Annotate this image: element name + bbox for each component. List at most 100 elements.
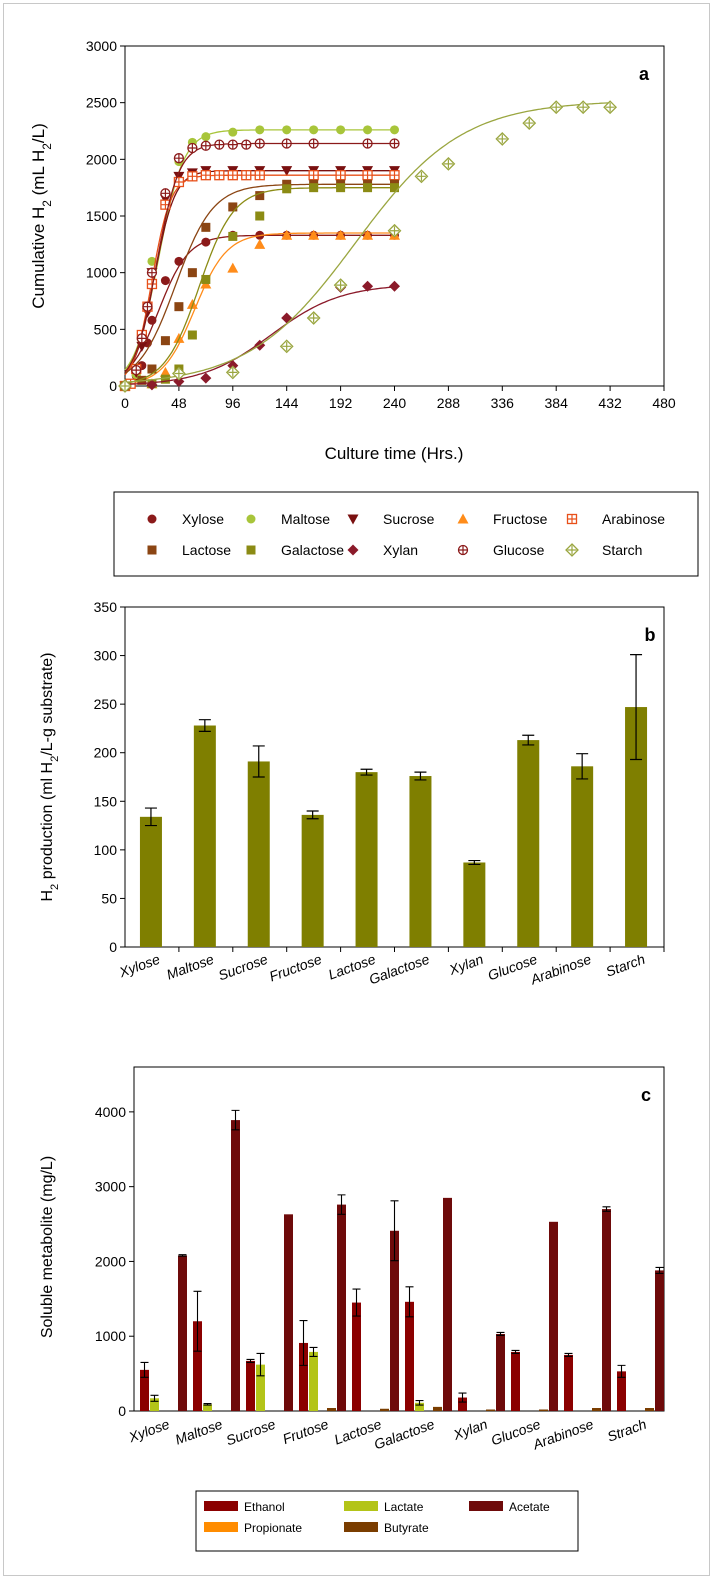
panel-b-y-tick-label: 200 [94, 745, 118, 761]
data-point [174, 256, 184, 266]
data-point-cross [551, 102, 561, 112]
data-point [362, 280, 374, 292]
panel-b-y-tick-label: 300 [94, 648, 118, 664]
series-starch [118, 100, 618, 393]
bar-butyrate-frutose [327, 1408, 336, 1411]
series-galactose [120, 183, 399, 391]
data-point [201, 237, 211, 247]
data-point-cross [282, 138, 292, 148]
data-point-cross [241, 170, 251, 180]
panel-c-category-label: Sucrose [224, 1416, 278, 1449]
bar-fructose [301, 814, 324, 947]
data-point [147, 545, 157, 555]
error-bar-acetate-maltose [231, 1109, 240, 1131]
panel-a-legend [113, 491, 699, 577]
data-point [254, 238, 266, 249]
data-point [160, 276, 170, 286]
data-point-cross [282, 341, 292, 351]
panel-b-y-tick-label: 250 [94, 696, 118, 712]
legend-label: Lactate [384, 1500, 424, 1514]
data-point [282, 184, 292, 194]
bar-ethanol-glucose [511, 1351, 520, 1411]
panel-a-x-tick-label: 480 [652, 395, 676, 411]
bar-xylan [463, 862, 486, 947]
legend-swatch [204, 1522, 238, 1532]
data-point-cross [255, 138, 265, 148]
data-point [173, 375, 185, 387]
data-point [187, 330, 197, 340]
error-bar-xylose [144, 807, 157, 827]
fit-curve-starch [124, 102, 611, 383]
data-point-cross [137, 333, 147, 343]
data-point-cross [255, 170, 265, 180]
data-point [174, 302, 184, 312]
error-bar-ethanol-strach [617, 1364, 626, 1378]
data-point-cross [336, 170, 346, 180]
data-point-cross [241, 140, 251, 150]
panel-c-y-tick-label: 0 [118, 1403, 126, 1419]
data-point-cross [605, 102, 615, 112]
data-point-cross [578, 102, 588, 112]
data-point-cross [174, 177, 184, 187]
data-point [308, 229, 320, 240]
panel-a-y-tick-label: 3000 [86, 38, 117, 54]
data-point [160, 374, 170, 384]
bar-lactate-galactose [415, 1402, 424, 1411]
bar-acetate-xylan [496, 1333, 505, 1411]
data-point [228, 202, 238, 212]
legend-entry-arabinose: Arabinose [566, 511, 665, 527]
data-point-cross [228, 140, 238, 150]
data-point-cross [336, 280, 346, 290]
data-point [347, 544, 359, 556]
bar-ethanol-xylan [458, 1397, 467, 1411]
data-point [335, 229, 347, 240]
panel-c-category-label: Frutose [280, 1416, 330, 1447]
error-bar-lactate-frutose [309, 1346, 318, 1357]
error-bar-acetate-arabinose [602, 1206, 611, 1212]
error-bar-ethanol-galactose [405, 1286, 414, 1318]
bar-ethanol-maltose [193, 1321, 202, 1411]
data-point [255, 191, 265, 201]
error-bar-acetate-xylose [178, 1254, 187, 1257]
panel-b-y-tick-label: 50 [101, 890, 117, 906]
bar-xylose [139, 816, 162, 947]
data-point-cross [228, 170, 238, 180]
error-bar-lactose [360, 768, 373, 776]
data-point-cross [390, 138, 399, 148]
error-bar-acetate-frutose [337, 1194, 346, 1215]
data-point-cross [497, 134, 507, 144]
error-bar-ethanol-glucose [511, 1349, 520, 1354]
panel-a-x-tick-label: 384 [545, 395, 569, 411]
panel-c-category-label: Strach [605, 1416, 649, 1445]
legend-label: Fructose [493, 511, 548, 527]
legend-entry-ethanol: Ethanol [204, 1500, 285, 1514]
panel-c-legend [195, 1490, 579, 1552]
data-point-cross [214, 170, 224, 180]
panel-a-x-tick-label: 336 [491, 395, 515, 411]
panel-b-y-tick-label: 350 [94, 599, 118, 615]
data-point [201, 132, 211, 142]
bar-butyrate-glucose [539, 1409, 548, 1411]
data-point [227, 262, 239, 273]
panel-a-x-axis-title: Culture time (Hrs.) [325, 444, 464, 463]
series-arabinose [119, 170, 400, 392]
data-point-cross [160, 188, 170, 198]
error-bar-lactate-xylose [150, 1394, 159, 1402]
data-point-cross [187, 143, 197, 153]
bar-ethanol-sucrose [246, 1360, 255, 1411]
bar-ethanol-frutose [299, 1342, 308, 1411]
error-bar-starch [630, 654, 643, 761]
panel-a-x-tick-label: 0 [121, 395, 129, 411]
bar-maltose [193, 725, 216, 947]
panel-a-y-tick-label: 1000 [86, 265, 117, 281]
data-point-cross [309, 170, 319, 180]
data-point [147, 514, 157, 524]
panel-a-x-tick-label: 144 [275, 395, 299, 411]
error-bar-acetate-xylan [496, 1331, 505, 1337]
bar-sucrose [247, 761, 270, 947]
legend-label: Sucrose [383, 511, 435, 527]
data-point-cross [174, 153, 184, 163]
data-point [246, 514, 256, 524]
data-point [146, 379, 158, 391]
error-bar-sucrose [252, 745, 265, 778]
